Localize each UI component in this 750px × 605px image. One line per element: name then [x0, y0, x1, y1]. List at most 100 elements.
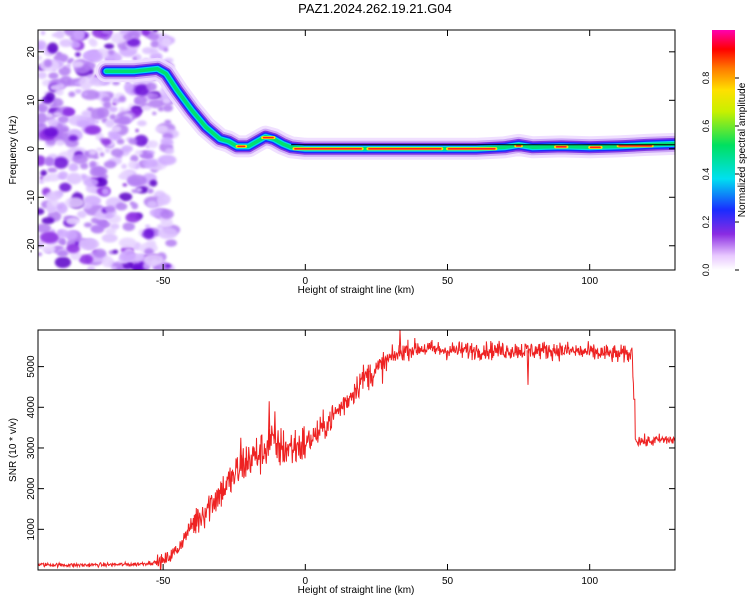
- noise-blob: [66, 172, 83, 185]
- noise-blobs: [38, 30, 181, 270]
- noise-blob: [108, 106, 118, 113]
- noise-blob: [121, 163, 128, 169]
- noise-blob: [51, 33, 58, 37]
- colorbar-ticks: 0.0 0.2 0.4 0.6 0.8: [701, 72, 739, 277]
- colorbar-label: Normalized spectral amplitude: [737, 82, 748, 217]
- noise-blob: [41, 175, 51, 182]
- noise-blob: [46, 112, 54, 118]
- noise-blob: [78, 254, 94, 265]
- noise-blob: [38, 71, 47, 80]
- noise-blob: [116, 115, 120, 119]
- noise-blob: [42, 245, 56, 254]
- noise-blob: [126, 37, 141, 47]
- y-tick-label: 2000: [26, 477, 37, 500]
- noise-blob: [101, 256, 114, 268]
- noise-blob: [56, 202, 68, 214]
- noise-blob: [149, 179, 158, 187]
- noise-blob: [105, 119, 115, 128]
- noise-blob: [55, 88, 64, 96]
- y-tick-label: 20: [26, 46, 37, 58]
- noise-blob: [83, 178, 99, 187]
- noise-blob: [88, 38, 96, 45]
- noise-blob: [160, 209, 174, 220]
- noise-blob: [110, 223, 120, 230]
- snr-y-ticks: 1000 2000 3000 4000 5000: [26, 355, 675, 540]
- noise-blob: [119, 30, 128, 35]
- noise-blob: [160, 217, 173, 228]
- noise-blob: [104, 205, 116, 213]
- x-tick-label: 50: [442, 576, 454, 587]
- noise-blob: [122, 183, 128, 187]
- noise-blob: [118, 95, 127, 103]
- noise-blob: [146, 82, 157, 92]
- noise-blob: [125, 212, 141, 223]
- noise-blob: [59, 39, 73, 48]
- noise-blob: [38, 112, 48, 124]
- noise-blob: [52, 111, 62, 117]
- noise-blob: [122, 222, 135, 232]
- spectral-ridge: [95, 57, 675, 160]
- colorbar-tick-label: 0.0: [701, 264, 711, 277]
- noise-blob: [40, 231, 59, 244]
- noise-blob: [72, 153, 89, 165]
- noise-blob: [83, 222, 93, 228]
- noise-blob: [142, 228, 155, 240]
- noise-blob: [65, 230, 78, 240]
- noise-blob: [89, 149, 97, 156]
- noise-blob: [38, 55, 43, 61]
- noise-blob: [107, 49, 115, 55]
- noise-blob: [147, 140, 159, 149]
- noise-blob: [141, 104, 152, 111]
- snr-panel: -50 0 50 100 1000 2000 3000 4000 5000 Height of…: [8, 329, 676, 596]
- noise-blob: [81, 110, 92, 118]
- noise-blob: [148, 98, 165, 109]
- noise-blob: [135, 187, 143, 193]
- noise-blob: [74, 52, 81, 57]
- noise-blob: [48, 72, 59, 80]
- snr-series-line: [38, 330, 675, 570]
- noise-blob: [55, 30, 65, 39]
- noise-blob: [161, 37, 172, 47]
- spectrogram-panel: -50 0 50 100 -20 -10 0 10 20 Height of straight…: [8, 29, 676, 296]
- noise-blob: [101, 30, 112, 35]
- snr-frame: [37, 329, 676, 571]
- noise-blob: [40, 169, 48, 177]
- noise-blob: [162, 97, 171, 104]
- noise-blob: [60, 240, 67, 246]
- noise-blob: [147, 188, 154, 194]
- noise-blob: [90, 225, 105, 234]
- noise-blob: [144, 224, 151, 228]
- noise-blob: [157, 193, 171, 206]
- noise-blob: [103, 160, 117, 169]
- noise-blob: [128, 138, 138, 145]
- noise-blob: [74, 88, 82, 94]
- noise-blob: [45, 191, 62, 201]
- noise-blob: [92, 248, 107, 258]
- noise-blob: [155, 125, 169, 134]
- noise-blob: [165, 239, 177, 247]
- noise-blob: [160, 137, 173, 146]
- colorbar-tick-label: 0.6: [701, 120, 711, 133]
- noise-blob: [72, 61, 84, 68]
- y-tick-label: 0: [26, 146, 37, 152]
- noise-blob: [164, 147, 175, 155]
- x-tick-label: -50: [156, 576, 171, 587]
- noise-blob: [134, 150, 144, 156]
- x-tick-label: 100: [581, 276, 598, 287]
- noise-blob: [83, 50, 99, 61]
- noise-blob: [72, 30, 86, 41]
- noise-blob: [134, 95, 148, 106]
- noise-blob: [164, 263, 172, 268]
- x-tick-label: 100: [581, 576, 598, 587]
- noise-blob: [38, 155, 46, 167]
- noise-blob: [84, 125, 102, 135]
- noise-blob: [82, 91, 88, 96]
- noise-blob: [145, 152, 154, 160]
- noise-blob: [64, 197, 85, 209]
- noise-blob: [68, 134, 79, 142]
- noise-blob: [130, 154, 139, 163]
- noise-blob: [47, 167, 58, 173]
- noise-blob: [87, 74, 94, 79]
- noise-blob: [157, 154, 177, 166]
- page-title: PAZ1.2024.262.19.21.G04: [298, 1, 452, 16]
